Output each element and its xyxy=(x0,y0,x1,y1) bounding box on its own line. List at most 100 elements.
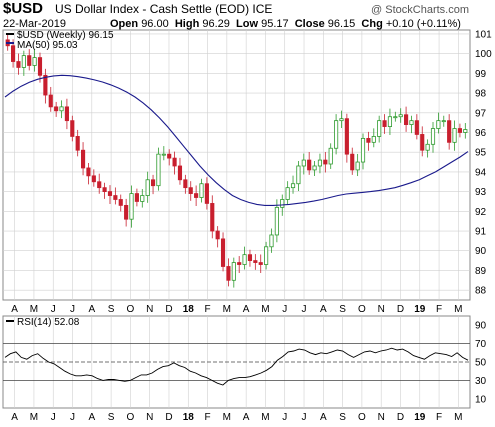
ma-legend-swatch xyxy=(6,42,14,44)
candle-body xyxy=(48,94,53,108)
rsi-x-tick-label: A xyxy=(11,412,18,423)
rsi-legend-label: RSI(14) 52.08 xyxy=(17,317,80,328)
price-x-tick-label: M xyxy=(30,304,38,315)
candle-body xyxy=(113,195,118,200)
candle-body xyxy=(188,187,193,194)
candle-body xyxy=(16,61,21,68)
candle-body xyxy=(124,205,129,220)
candle-body xyxy=(355,161,360,171)
rsi-x-tick-label: J xyxy=(70,412,75,423)
candle-body xyxy=(237,262,242,265)
candle-body xyxy=(447,120,452,143)
candle-body xyxy=(242,254,247,265)
candle-body xyxy=(156,153,161,187)
candle-body xyxy=(457,128,462,133)
chart-header: $USD US Dollar Index - Cash Settle (EOD)… xyxy=(0,0,495,34)
candle-body xyxy=(398,114,403,118)
price-y-tick-label: 99 xyxy=(475,69,487,80)
price-x-tick-label: A xyxy=(243,304,250,315)
candle-body xyxy=(404,114,409,125)
candle-body xyxy=(80,149,86,169)
candle-body xyxy=(161,153,166,156)
candle-body xyxy=(377,120,382,137)
candle-body xyxy=(97,181,102,189)
candle-body xyxy=(102,187,107,193)
candle-body xyxy=(37,57,43,76)
close-label: Close xyxy=(294,18,325,30)
candle-body xyxy=(247,254,253,261)
price-x-tick-label: O xyxy=(358,304,366,315)
rsi-x-tick-label: A xyxy=(320,412,327,423)
security-name: US Dollar Index - Cash Settle (EOD) ICE xyxy=(55,2,272,16)
credit: @ StockCharts.com xyxy=(371,4,469,16)
candle-body xyxy=(210,203,215,232)
rsi-y-tick-label: 70 xyxy=(475,339,487,350)
high-value: 96.29 xyxy=(202,18,230,30)
candle-body xyxy=(441,120,446,123)
candle-body xyxy=(382,120,387,127)
price-x-tick-label: O xyxy=(127,304,135,315)
candle-body xyxy=(296,165,301,185)
candle-body xyxy=(258,262,263,265)
candle-body xyxy=(215,230,220,240)
chg-label: Chg xyxy=(361,18,383,30)
rsi-x-tick-label: M xyxy=(261,412,269,423)
candle-body xyxy=(86,167,91,177)
ma-line xyxy=(4,74,469,206)
price-x-tick-label: F xyxy=(436,304,442,315)
candle-body xyxy=(317,159,323,167)
price-y-tick-label: 88 xyxy=(475,286,487,297)
candle-body xyxy=(371,136,376,143)
candle-body xyxy=(231,262,236,281)
low-value: 95.17 xyxy=(261,18,289,30)
rsi-x-tick-label: O xyxy=(358,412,366,423)
candle-body xyxy=(436,120,441,129)
rsi-x-tick-label: A xyxy=(243,412,250,423)
candle-body xyxy=(264,246,269,265)
price-x-tick-label: A xyxy=(88,304,95,315)
rsi-legend: RSI(14) 52.08 xyxy=(6,317,80,328)
price-x-tick-label: A xyxy=(11,304,18,315)
rsi-x-tick-label: A xyxy=(88,412,95,423)
price-y-tick-label: 98 xyxy=(475,89,487,100)
price-y-tick-label: 94 xyxy=(475,167,487,178)
rsi-x-tick-label: F xyxy=(436,412,442,423)
candle-body xyxy=(54,106,59,112)
candle-body xyxy=(194,193,199,198)
candle-body xyxy=(145,179,150,196)
candle-body xyxy=(360,137,366,163)
price-legend-swatch xyxy=(6,33,14,35)
price-x-tick-label: N xyxy=(378,304,385,315)
candle-body xyxy=(75,136,80,151)
price-x-tick-label: N xyxy=(146,304,153,315)
candle-body xyxy=(409,120,414,125)
candle-body xyxy=(425,143,430,151)
high-label: High xyxy=(174,18,200,30)
candle-body xyxy=(226,266,231,281)
rsi-x-tick-label: N xyxy=(378,412,385,423)
price-x-tick-label: 19 xyxy=(414,304,426,315)
open-value: 96.00 xyxy=(141,18,169,30)
rsi-y-tick-label: 90 xyxy=(475,321,487,332)
rsi-line xyxy=(4,347,469,386)
price-x-tick-label: M xyxy=(454,304,462,315)
candle-body xyxy=(393,116,398,119)
price-y-tick-label: 95 xyxy=(475,148,487,159)
candle-body xyxy=(11,45,16,62)
symbol: $USD xyxy=(3,0,44,17)
candle-body xyxy=(199,183,204,198)
price-x-tick-label: A xyxy=(320,304,327,315)
rsi-x-tick-label: M xyxy=(223,412,231,423)
candle-body xyxy=(27,55,32,66)
price-y-tick-label: 89 xyxy=(475,266,487,277)
price-x-tick-label: D xyxy=(397,304,404,315)
candle-body xyxy=(334,120,339,149)
ohlc-summary: Open 96.00 High 96.29 Low 95.17 Close 96… xyxy=(110,18,461,30)
rsi-x-tick-label: D xyxy=(165,412,172,423)
candle-body xyxy=(274,206,279,236)
price-legend: $USD (Weekly) 96.15 MA(50) 95.03 xyxy=(6,30,114,51)
price-y-tick-label: 96 xyxy=(475,128,487,139)
candle-body xyxy=(366,137,371,143)
low-label: Low xyxy=(236,18,259,30)
candle-body xyxy=(172,157,177,167)
